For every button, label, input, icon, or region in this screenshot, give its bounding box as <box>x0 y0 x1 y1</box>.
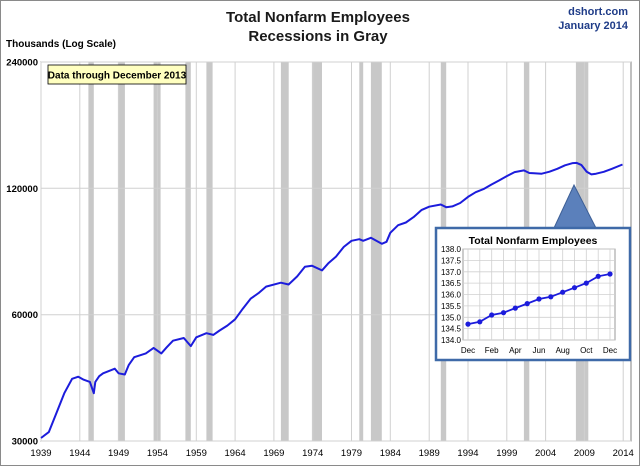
recession-band <box>206 62 213 441</box>
recession-band <box>311 62 322 441</box>
annotation-background <box>47 64 187 85</box>
x-tick-label: 1954 <box>147 448 168 459</box>
chart-subtitle: Recessions in Gray <box>248 28 388 45</box>
grid <box>40 61 631 442</box>
x-tick-labels: 1939 1944 1949 1954 1959 1964 1969 1974 1979 1984… <box>30 448 633 459</box>
x-tick-label: 1979 <box>341 448 362 459</box>
inset-series-layer <box>465 271 613 327</box>
inset-data-point <box>595 273 601 279</box>
x-tick-label: 1974 <box>302 448 323 459</box>
inset-data-point <box>512 305 518 311</box>
inset-x-tick-label: Aug <box>556 346 570 355</box>
chart-title: Total Nonfarm Employees <box>226 9 410 26</box>
inset-y-tick-label: 136.0 <box>441 291 462 300</box>
x-tick-label: 2009 <box>574 448 595 459</box>
inset-x-tick-label: Apr <box>509 346 522 355</box>
inset-data-point <box>500 310 507 316</box>
recession-band <box>370 62 382 441</box>
inset-data-point <box>548 294 554 300</box>
inset-data-point <box>477 319 483 325</box>
inset-y-tick-labels: 134.0 134.5 135.0 135.5 136.0 136.5 137.0 137.5… <box>441 245 462 345</box>
x-tick-label: 1994 <box>457 448 478 459</box>
inset-y-tick-label: 134.5 <box>441 325 462 334</box>
y-tick-label: 120000 <box>6 184 38 195</box>
x-tick-label: 1989 <box>419 448 440 459</box>
inset-x-tick-label: Oct <box>580 346 593 355</box>
recession-band <box>280 62 289 441</box>
y-tick-label: 240000 <box>6 58 38 69</box>
y-tick-label: 30000 <box>12 437 38 448</box>
inset-y-tick-label: 134.0 <box>441 336 462 345</box>
x-tick-label: 1959 <box>186 448 207 459</box>
date-label: January 2014 <box>558 20 629 32</box>
recession-band <box>185 62 191 441</box>
inset-x-tick-label: Jun <box>533 346 546 355</box>
x-tick-label: 2004 <box>535 448 556 459</box>
inset-x-tick-label: Dec <box>461 346 475 355</box>
x-tick-label: 1949 <box>108 448 129 459</box>
inset-y-tick-label: 137.0 <box>441 268 462 277</box>
recession-band <box>359 62 364 441</box>
y-tick-labels: 30000 60000 120000 240000 <box>6 58 38 448</box>
inset-y-tick-label: 138.0 <box>441 245 462 254</box>
inset-title: Total Nonfarm Employees <box>469 235 598 247</box>
inset-data-point <box>489 312 495 318</box>
y-tick-label: 60000 <box>12 310 38 321</box>
series-line <box>40 161 623 439</box>
inset-y-tick-label: 136.5 <box>441 279 462 288</box>
inset-data-point <box>583 280 589 286</box>
recession-band <box>117 62 125 441</box>
x-tick-label: 1964 <box>225 448 246 459</box>
x-tick-label: 1984 <box>380 448 401 459</box>
annotation-box: Data through December 2013 <box>47 64 187 85</box>
x-tick-label: 1939 <box>30 448 51 459</box>
series-line-layer <box>40 161 623 439</box>
y-axis-label: Thousands (Log Scale) <box>6 39 116 50</box>
inset-y-tick-label: 137.5 <box>441 256 462 265</box>
x-tick-label: 1969 <box>263 448 284 459</box>
inset-x-tick-label: Feb <box>485 346 499 355</box>
x-tick-label: 2014 <box>613 448 634 459</box>
x-tick-label: 1944 <box>69 448 90 459</box>
inset-x-tick-labels: Dec Feb Apr Jun Aug Oct Dec <box>461 346 617 355</box>
inset-y-tick-label: 135.0 <box>441 313 462 322</box>
x-tick-label: 1999 <box>496 448 517 459</box>
inset-data-point <box>560 289 566 295</box>
inset-x-tick-label: Dec <box>603 346 617 355</box>
inset-grid <box>463 248 615 341</box>
inset-data-point <box>607 271 613 277</box>
inset-data-point <box>536 296 542 302</box>
recession-band <box>88 62 94 441</box>
inset-data-point <box>571 285 578 291</box>
inset-chart: Total Nonfarm Employees 134.0134.5135.01… <box>434 226 632 362</box>
source-label: dshort.com <box>568 6 628 18</box>
inset-data-point <box>465 321 471 327</box>
inset-y-tick-label: 135.5 <box>441 302 462 311</box>
annotation-text: Data through December 2013 <box>48 71 187 82</box>
inset-data-point <box>524 301 530 307</box>
